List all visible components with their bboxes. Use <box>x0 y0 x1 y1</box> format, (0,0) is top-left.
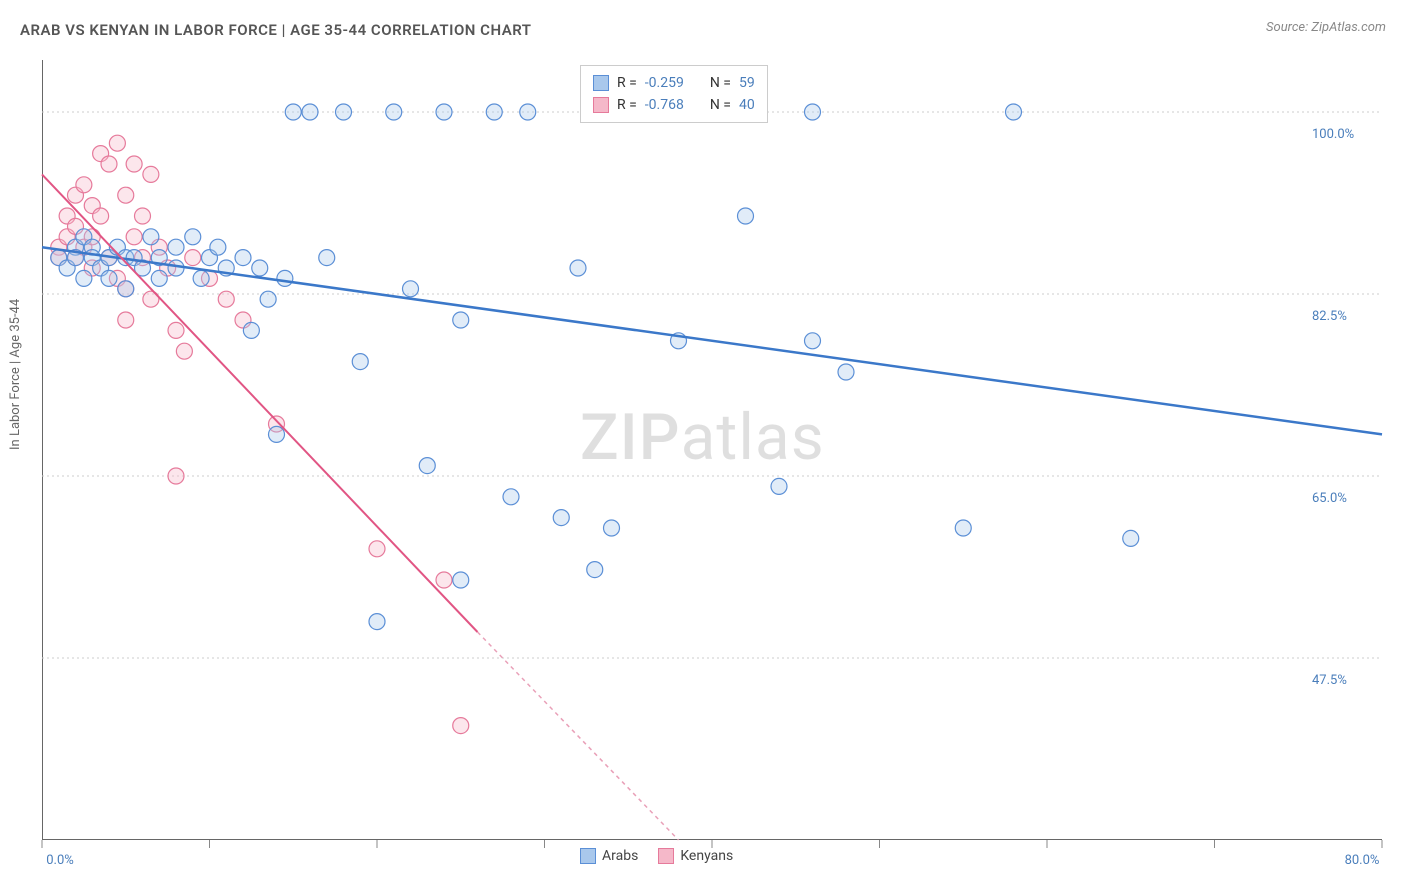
legend-item-kenyans: Kenyans <box>658 848 733 864</box>
legend-swatch-arabs <box>593 75 609 91</box>
legend-row-kenyans: R = -0.768 N = 40 <box>593 94 755 116</box>
svg-text:47.5%: 47.5% <box>1312 673 1347 688</box>
legend-swatch-kenyans <box>593 97 609 113</box>
source-attribution: Source: ZipAtlas.com <box>1266 20 1386 35</box>
chart-title: ARAB VS KENYAN IN LABOR FORCE | AGE 35-4… <box>20 21 532 39</box>
legend-swatch-icon <box>658 848 674 864</box>
svg-text:65.0%: 65.0% <box>1312 491 1347 506</box>
stats-legend: R = -0.259 N = 59 R = -0.768 N = 40 <box>580 65 768 123</box>
legend-n-label: N = <box>710 97 731 113</box>
svg-text:100.0%: 100.0% <box>1312 127 1354 142</box>
svg-text:82.5%: 82.5% <box>1312 309 1347 324</box>
legend-r-value: -0.259 <box>645 75 684 91</box>
legend-label: Arabs <box>602 848 638 864</box>
legend-item-arabs: Arabs <box>580 848 638 864</box>
svg-text:80.0%: 80.0% <box>1345 853 1380 868</box>
scatter-chart: 0.0%80.0% 47.5%65.0%82.5%100.0% <box>42 60 1382 840</box>
y-axis-label: In Labor Force | Age 35-44 <box>8 299 23 450</box>
legend-n-value: 59 <box>739 75 755 91</box>
legend-r-label: R = <box>617 97 637 113</box>
legend-r-value: -0.768 <box>645 97 684 113</box>
legend-row-arabs: R = -0.259 N = 59 <box>593 72 755 94</box>
svg-text:0.0%: 0.0% <box>46 853 74 868</box>
legend-label: Kenyans <box>680 848 733 864</box>
legend-n-label: N = <box>710 75 731 91</box>
legend-n-value: 40 <box>739 97 755 113</box>
series-legend: Arabs Kenyans <box>580 848 733 864</box>
legend-r-label: R = <box>617 75 637 91</box>
legend-swatch-icon <box>580 848 596 864</box>
